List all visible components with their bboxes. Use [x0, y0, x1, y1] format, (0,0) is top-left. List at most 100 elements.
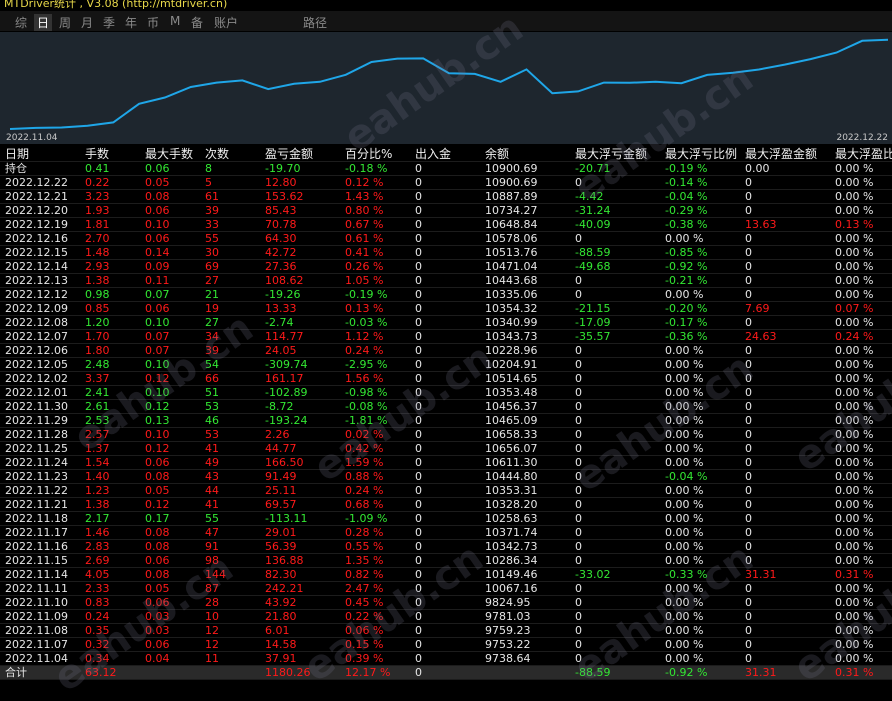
tab[interactable]: 季 — [103, 14, 115, 31]
table-cell: 0 — [415, 358, 422, 372]
table-cell: 2022.12.14 — [5, 260, 68, 274]
tab[interactable]: 周 — [59, 14, 71, 31]
table-cell: 0 — [415, 162, 422, 176]
table-cell: 0.10 — [145, 358, 170, 372]
x-tick-label: 2022.12.22 — [836, 133, 888, 143]
table-cell: 24.63 — [745, 330, 777, 344]
table-cell: 0.00 % — [835, 344, 873, 358]
table-cell: 0 — [415, 456, 422, 470]
table-cell: 44.77 — [265, 442, 297, 456]
table-cell: 0 — [415, 428, 422, 442]
table-cell: 0.61 % — [345, 232, 383, 246]
data-row: 持仓0.410.068-19.70-0.18 %010900.69-20.71-… — [0, 162, 892, 176]
column-header: 最大浮亏金额 — [575, 147, 647, 161]
tab[interactable]: M — [170, 14, 180, 28]
table-cell: -0.33 % — [665, 568, 707, 582]
table-cell: -31.24 — [575, 204, 610, 218]
table-cell: 0.08 — [145, 568, 170, 582]
table-cell: 0 — [575, 428, 582, 442]
table-cell: 9824.95 — [485, 596, 531, 610]
table-cell: 27 — [205, 316, 219, 330]
table-cell: 2022.12.01 — [5, 386, 68, 400]
table-cell: 0.12 — [145, 498, 170, 512]
table-cell: 0.31 % — [835, 568, 873, 582]
table-cell: 2022.11.23 — [5, 470, 68, 484]
table-cell: 0.00 % — [835, 554, 873, 568]
table-cell: 0.00 % — [665, 526, 703, 540]
table-cell: 0 — [415, 624, 422, 638]
tab[interactable]: 综 — [15, 14, 27, 31]
table-cell: 0 — [745, 246, 752, 260]
tab[interactable]: 路径 — [303, 14, 327, 31]
table-cell: 30 — [205, 246, 219, 260]
table-cell: 10328.20 — [485, 498, 538, 512]
table-cell: 0.98 — [85, 288, 110, 302]
data-row: 2022.11.302.610.1253-8.72-0.08 %010456.3… — [0, 400, 892, 414]
table-cell: 0.00 % — [665, 386, 703, 400]
table-cell: 2.61 — [85, 400, 110, 414]
table-cell: 0 — [575, 624, 582, 638]
table-cell: 0 — [745, 316, 752, 330]
table-cell: -1.09 % — [345, 512, 387, 526]
table-cell: 33 — [205, 218, 219, 232]
column-header: 最大浮盈金额 — [745, 147, 817, 161]
table-cell: -1.81 % — [345, 414, 387, 428]
table-cell: 0 — [745, 260, 752, 274]
table-cell: 2.41 — [85, 386, 110, 400]
tab[interactable]: 年 — [125, 14, 137, 31]
table-cell: 0 — [415, 652, 422, 666]
data-row: 2022.12.012.410.1051-102.89-0.98 %010353… — [0, 386, 892, 400]
column-header: 余额 — [485, 147, 509, 161]
table-cell: 82.30 — [265, 568, 297, 582]
table-cell: 19 — [205, 302, 219, 316]
table-cell: 0 — [745, 554, 752, 568]
data-row: 2022.11.211.380.124169.570.68 %010328.20… — [0, 498, 892, 512]
table-cell: 2022.11.30 — [5, 400, 68, 414]
table-cell: 10611.30 — [485, 456, 538, 470]
table-cell: 0 — [415, 442, 422, 456]
column-header: 最大浮盈比 — [835, 147, 892, 161]
table-cell: 0 — [745, 414, 752, 428]
table-cell: 9738.64 — [485, 652, 531, 666]
table-cell: 0 — [575, 582, 582, 596]
table-cell: 0.32 — [85, 638, 110, 652]
table-cell: 0.00 % — [835, 372, 873, 386]
table-cell: 10340.99 — [485, 316, 538, 330]
table-cell: -102.89 — [265, 386, 307, 400]
table-cell: 0 — [415, 246, 422, 260]
table-cell: 0 — [745, 232, 752, 246]
table-cell: 0 — [415, 288, 422, 302]
table-cell: 0.00 % — [835, 176, 873, 190]
table-cell: 55 — [205, 512, 219, 526]
table-cell: 2022.12.12 — [5, 288, 68, 302]
data-row: 2022.12.131.380.1127108.621.05 %010443.6… — [0, 274, 892, 288]
table-cell: 0.09 — [145, 260, 170, 274]
table-cell: 0.05 — [145, 484, 170, 498]
table-cell: 0 — [745, 596, 752, 610]
tab[interactable]: 日 — [34, 14, 52, 31]
table-cell: 0 — [415, 260, 422, 274]
tab[interactable]: 账户 — [214, 14, 238, 31]
table-cell: 9781.03 — [485, 610, 531, 624]
table-cell: -8.72 — [265, 400, 293, 414]
table-cell: 0 — [745, 540, 752, 554]
table-cell: 0 — [415, 344, 422, 358]
table-cell: 2022.12.21 — [5, 190, 68, 204]
table-cell: 49 — [205, 456, 219, 470]
table-cell: 2.69 — [85, 554, 110, 568]
table-cell: 0.12 — [145, 372, 170, 386]
table-cell: 2022.12.22 — [5, 176, 68, 190]
tab[interactable]: 备 — [191, 14, 203, 31]
table-cell: 12.80 — [265, 176, 297, 190]
tab[interactable]: 币 — [147, 14, 159, 31]
table-cell: 0 — [415, 512, 422, 526]
table-cell: 37.91 — [265, 652, 297, 666]
table-cell: 13.63 — [745, 218, 777, 232]
table-cell: 1180.26 — [265, 666, 311, 680]
table-cell: 47 — [205, 526, 219, 540]
table-cell: 2022.12.13 — [5, 274, 68, 288]
table-cell: 0 — [745, 456, 752, 470]
tab[interactable]: 月 — [81, 14, 93, 31]
table-cell: -0.19 % — [345, 288, 387, 302]
table-cell: 91.49 — [265, 470, 297, 484]
